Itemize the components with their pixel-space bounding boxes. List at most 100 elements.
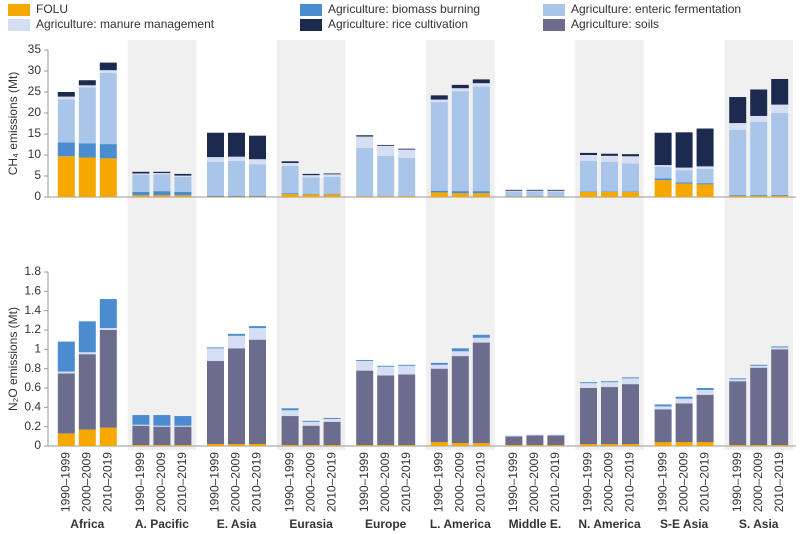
bar-segment — [207, 157, 224, 162]
bar-segment — [323, 445, 341, 446]
bar-segment — [526, 435, 544, 446]
bar-segment — [323, 418, 341, 422]
x-tick-label: 2000–2009 — [527, 452, 541, 512]
x-tick-label: 1990–1999 — [730, 452, 744, 512]
bar-segment — [601, 382, 618, 388]
x-tick-label: 1990–1999 — [431, 452, 445, 512]
bar-segment — [675, 396, 693, 399]
y-tick-label: 25 — [28, 84, 42, 98]
bar-segment — [472, 337, 490, 343]
bar-segment — [622, 163, 639, 192]
y-tick-label: 15 — [28, 126, 42, 140]
bar-segment — [430, 192, 448, 197]
bar-segment — [472, 83, 490, 87]
x-tick-label: 2000–2009 — [229, 452, 243, 512]
bar-segment — [696, 128, 714, 167]
bar-segment — [99, 299, 117, 329]
x-tick-label: 1990–1999 — [655, 452, 669, 512]
bar-segment — [771, 194, 789, 196]
bar-segment — [622, 191, 639, 197]
x-tick-label: 2000–2009 — [154, 452, 168, 512]
bar-segment — [249, 159, 266, 165]
bar-segment — [78, 354, 96, 430]
bar-segment — [99, 158, 117, 197]
bar-segment — [729, 381, 747, 446]
bar-segment — [207, 132, 224, 158]
bar-segment — [601, 387, 618, 445]
bar-segment — [472, 193, 490, 197]
x-tick-label: 2000–2009 — [602, 452, 616, 512]
bar-segment — [505, 435, 523, 437]
x-tick-label: 2010–2019 — [100, 452, 114, 512]
bar-segment — [750, 367, 768, 446]
bar-segment — [78, 429, 96, 446]
bar-segment — [601, 155, 618, 162]
bar-segment — [580, 388, 597, 445]
bar-segment — [57, 142, 75, 157]
group-label: Middle E. — [509, 517, 562, 531]
bar-segment — [249, 326, 266, 329]
bar-segment — [771, 346, 789, 348]
bar-segment — [675, 170, 693, 183]
bar-segment — [696, 168, 714, 184]
bar-segment — [302, 425, 320, 446]
y-tick-label: 5 — [34, 168, 41, 182]
bar-segment — [675, 442, 693, 446]
bar-segment — [654, 132, 672, 166]
legend-label: FOLU — [36, 2, 68, 16]
group-label: L. America — [430, 517, 491, 531]
bar-segment — [729, 379, 747, 382]
bar-segment — [729, 445, 747, 446]
bar-segment — [729, 129, 747, 195]
bar-segment — [580, 155, 597, 161]
bar-segment — [750, 115, 768, 122]
x-tick-label: 2010–2019 — [697, 452, 711, 512]
bar-segment — [729, 194, 747, 196]
bar-segment — [526, 191, 544, 197]
bar-segment — [601, 161, 618, 192]
bar-segment — [356, 360, 374, 371]
bar-segment — [750, 195, 768, 197]
bar-segment — [377, 445, 395, 446]
legend-label: Agriculture: enteric fermentation — [571, 2, 741, 16]
bar-segment — [153, 445, 171, 446]
bar-segment — [207, 347, 224, 349]
bar-segment — [771, 347, 789, 350]
bar-segment — [57, 373, 75, 434]
bar-segment — [302, 445, 320, 446]
bar-segment — [99, 70, 117, 73]
bar-segment — [729, 378, 747, 380]
bar-segment — [451, 356, 469, 444]
bar-segment — [729, 123, 747, 130]
bar-segment — [174, 175, 192, 177]
bar-segment — [654, 178, 672, 181]
y-tick-label: 0.8 — [24, 361, 41, 375]
legend-label: Agriculture: biomass burning — [328, 2, 480, 16]
bar-segment — [174, 416, 192, 426]
bar-segment — [547, 434, 565, 436]
bar-segment — [526, 190, 544, 192]
bar-segment — [451, 91, 469, 192]
bar-segment — [696, 184, 714, 197]
bar-segment — [249, 339, 266, 445]
group-label: E. Asia — [217, 517, 257, 531]
bar-segment — [526, 445, 544, 446]
bar-segment — [281, 410, 299, 417]
y-tick-label: 35 — [28, 42, 42, 56]
bar-segment — [153, 171, 171, 174]
bar-segment — [750, 121, 768, 195]
group-label: Africa — [70, 517, 104, 531]
bar-segment — [57, 156, 75, 197]
bar-segment — [281, 193, 299, 195]
bar-segment — [281, 416, 299, 446]
legend-swatch — [8, 19, 30, 31]
bar-segment — [377, 155, 395, 196]
bar-segment — [430, 102, 448, 191]
bar-segment — [249, 195, 266, 197]
bar-segment — [153, 173, 171, 175]
bar-segment — [430, 99, 448, 103]
bar-segment — [526, 434, 544, 436]
bar-segment — [174, 195, 192, 197]
bar-segment — [99, 72, 117, 145]
bar-segment — [78, 321, 96, 353]
